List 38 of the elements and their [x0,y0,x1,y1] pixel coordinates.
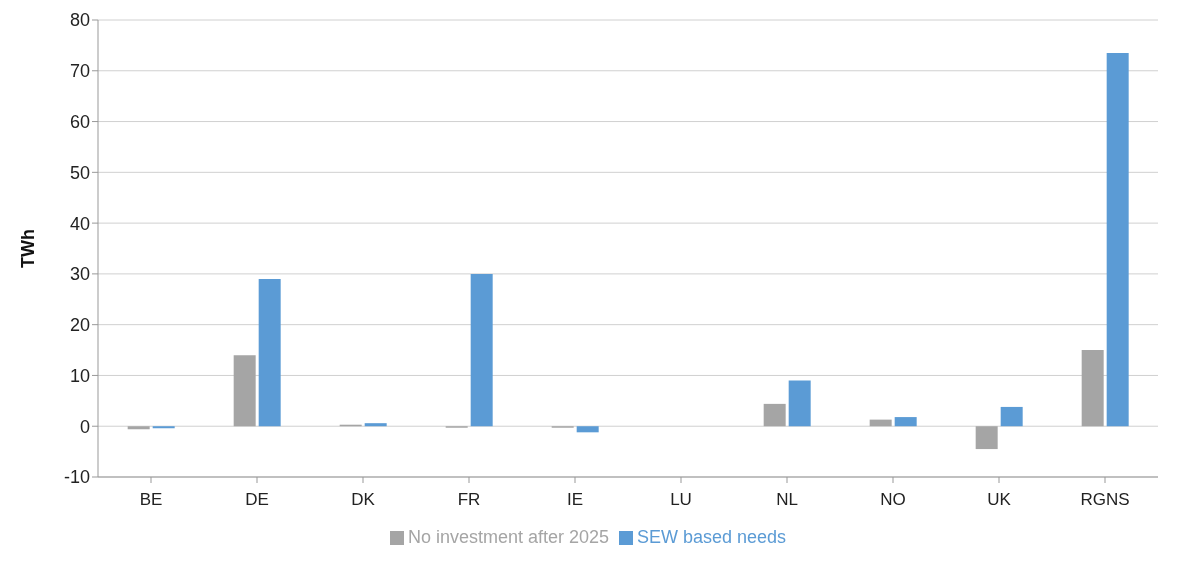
y-tick-label: 20 [69,315,90,336]
x-tick-label: RGNS [1080,490,1130,510]
bar [763,403,786,427]
x-tick-label: NO [880,490,906,510]
legend-label: SEW based needs [637,527,787,547]
x-tick-label: NL [776,490,798,510]
bar [1000,406,1023,427]
y-tick-label: 40 [69,213,90,234]
bar [894,417,917,427]
bar [788,380,811,427]
bar [364,423,387,427]
bar [869,419,892,427]
x-tick-label: IE [566,490,584,510]
y-tick-label: 80 [69,10,90,31]
x-tick-label: UK [987,490,1012,510]
bar [470,273,493,427]
x-tick-label: DE [245,490,269,510]
x-tick-label: LU [670,490,692,510]
bar [1106,53,1129,427]
bar [127,426,150,430]
legend-label: No investment after 2025 [407,527,610,547]
bar [233,355,256,427]
x-tick-label: BE [139,490,163,510]
x-tick-label: FR [457,490,481,510]
x-tick-label: DK [351,490,376,510]
y-tick-label: -10 [63,467,90,488]
y-tick-label: 60 [69,111,90,132]
bar [975,426,998,450]
y-tick-label: 0 [79,416,90,437]
bar [1081,350,1104,427]
y-tick-label: 70 [69,61,90,82]
y-tick-label: 50 [69,162,90,183]
bar [576,426,599,433]
bar [152,426,175,429]
y-tick-label: 10 [69,365,90,386]
y-tick-label: 30 [69,264,90,285]
y-axis-title: TWh [18,229,39,268]
bar [258,278,281,427]
